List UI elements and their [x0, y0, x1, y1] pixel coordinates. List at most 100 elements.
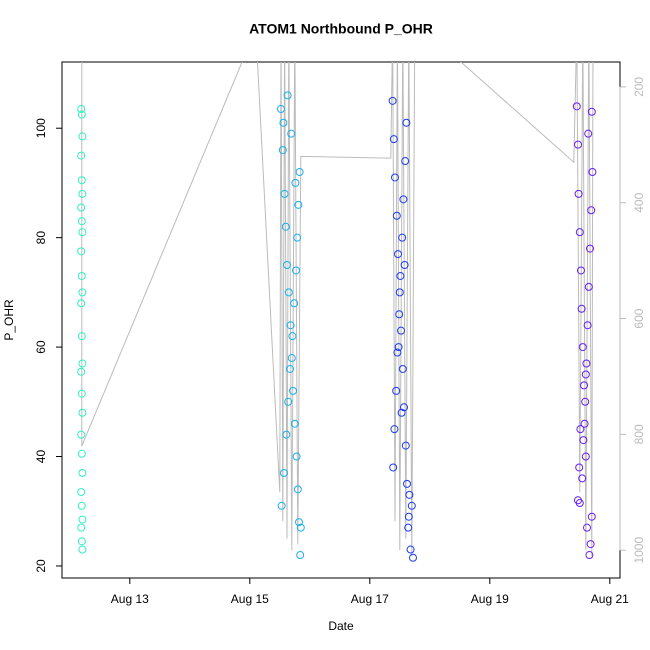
- y2-tick-label: 600: [632, 308, 646, 328]
- point: [77, 537, 86, 546]
- x-tick-label: Aug 15: [231, 592, 269, 606]
- point: [583, 523, 591, 532]
- point: [78, 228, 87, 237]
- point: [586, 244, 594, 253]
- point: [587, 206, 596, 215]
- point: [572, 102, 581, 111]
- point: [397, 326, 405, 335]
- x-tick-label: Aug 21: [591, 592, 629, 606]
- point: [577, 304, 586, 313]
- point: [402, 118, 411, 127]
- point: [78, 468, 87, 477]
- point: [278, 146, 287, 155]
- point: [78, 408, 87, 417]
- point: [575, 463, 584, 472]
- point: [286, 321, 295, 330]
- point: [400, 261, 409, 270]
- point: [392, 211, 401, 220]
- point: [77, 449, 86, 458]
- point: [77, 271, 86, 280]
- point: [296, 523, 305, 532]
- point: [277, 105, 285, 114]
- point: [581, 397, 590, 406]
- point: [77, 176, 86, 185]
- point: [395, 310, 404, 319]
- point: [290, 299, 299, 308]
- y2-tick-label: 1000: [632, 537, 646, 564]
- point: [287, 129, 296, 138]
- point: [389, 135, 398, 144]
- depth-line: [81, 62, 594, 556]
- y-tick-label: 80: [34, 231, 48, 245]
- point: [581, 452, 590, 461]
- point: [280, 189, 289, 198]
- point: [584, 282, 593, 291]
- point: [576, 425, 585, 434]
- point: [290, 419, 299, 428]
- point: [393, 348, 402, 357]
- y-tick-label: 100: [34, 118, 48, 138]
- point: [78, 132, 87, 141]
- x-tick-label: Aug 19: [471, 592, 509, 606]
- point: [389, 463, 398, 472]
- point: [588, 167, 597, 176]
- point: [403, 479, 411, 488]
- point: [78, 545, 87, 554]
- point: [292, 452, 301, 461]
- point: [406, 545, 415, 554]
- point: [574, 189, 583, 198]
- point: [287, 354, 296, 363]
- point: [77, 488, 86, 497]
- point: [283, 91, 292, 100]
- point: [580, 419, 589, 428]
- point: [396, 271, 405, 280]
- point: [78, 189, 87, 198]
- point: [407, 501, 416, 510]
- point: [405, 490, 414, 499]
- y2-tick-label: 800: [632, 424, 646, 444]
- point: [585, 551, 594, 560]
- y-tick-label: 20: [34, 559, 48, 573]
- point: [280, 468, 288, 477]
- point: [578, 343, 587, 352]
- point: [390, 425, 399, 434]
- point: [392, 386, 401, 395]
- point: [277, 501, 286, 510]
- x-tick-label: Aug 13: [111, 592, 149, 606]
- point: [397, 408, 406, 417]
- point: [295, 518, 303, 527]
- point: [587, 107, 596, 116]
- point: [282, 430, 291, 439]
- point: [574, 140, 582, 149]
- point: [78, 288, 87, 297]
- y-tick-label: 40: [34, 450, 48, 464]
- point: [586, 540, 595, 549]
- y2-tick-label: 400: [632, 192, 646, 212]
- point: [77, 389, 86, 398]
- point: [401, 157, 410, 166]
- point: [395, 288, 404, 297]
- point: [398, 364, 407, 373]
- point: [399, 195, 408, 204]
- point: [77, 110, 86, 119]
- point: [584, 129, 593, 138]
- point: [78, 515, 87, 524]
- x-tick-label: Aug 17: [351, 592, 389, 606]
- point: [284, 397, 293, 406]
- point: [394, 250, 402, 259]
- point: [388, 96, 397, 105]
- point: [77, 247, 86, 256]
- point: [77, 299, 86, 308]
- point: [289, 386, 297, 395]
- point: [77, 332, 86, 341]
- point: [582, 359, 591, 368]
- point: [587, 512, 596, 521]
- point: [404, 512, 413, 521]
- point: [400, 403, 408, 412]
- point: [409, 553, 417, 562]
- point: [77, 217, 86, 226]
- chart-title: ATOM1 Northbound P_OHR: [249, 21, 433, 37]
- point: [577, 266, 585, 275]
- point: [578, 474, 587, 483]
